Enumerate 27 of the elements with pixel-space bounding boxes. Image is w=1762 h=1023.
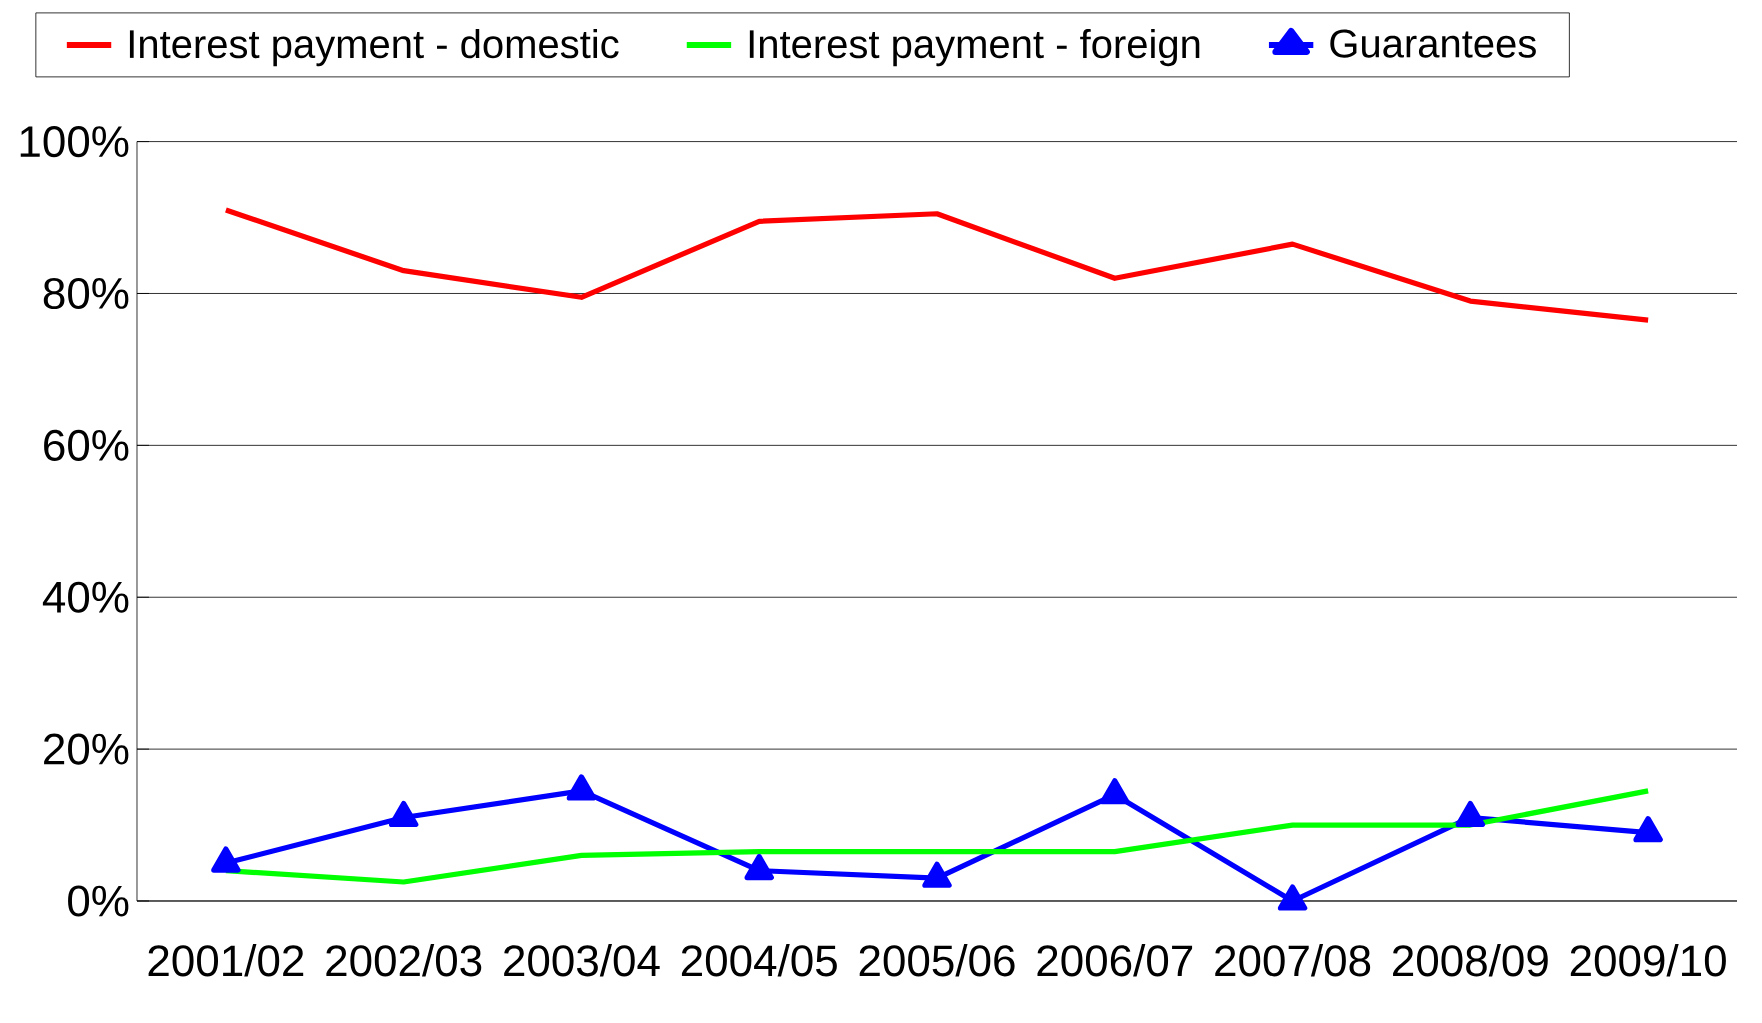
- point: [1100, 778, 1130, 805]
- point: [388, 800, 419, 828]
- x-tick-label: 2001/02: [148, 944, 304, 977]
- x-tick-label: 2006/07: [1037, 944, 1193, 977]
- legend-label: Interest payment - foreign: [749, 28, 1200, 67]
- x-tick-label: 2004/05: [681, 944, 837, 977]
- y-tick-label: 0%: [68, 885, 129, 917]
- point: [922, 861, 952, 888]
- point: [744, 854, 774, 881]
- x-tick-label: 2007/08: [1215, 944, 1371, 977]
- x-tick-label: 2009/10: [1570, 944, 1726, 977]
- point: [1633, 816, 1663, 843]
- y-tick-label: 80%: [43, 277, 129, 310]
- legend-label: Interest payment - domestic: [129, 28, 619, 67]
- y-tick-label: 100%: [20, 126, 129, 158]
- x-tick-label: 2002/03: [326, 944, 482, 977]
- point: [1455, 800, 1486, 828]
- x-tick-label: 2005/06: [859, 944, 1015, 977]
- x-tick-label: 2008/09: [1393, 944, 1548, 977]
- x-tick-label: 2003/04: [504, 944, 660, 977]
- point: [211, 846, 241, 873]
- legend-label: Guarantees: [1330, 29, 1536, 58]
- y-tick-label: 20%: [44, 733, 129, 765]
- point: [1277, 884, 1308, 911]
- y-tick-label: 60%: [44, 429, 129, 461]
- point: [566, 774, 597, 801]
- y-tick-label: 40%: [42, 581, 129, 613]
